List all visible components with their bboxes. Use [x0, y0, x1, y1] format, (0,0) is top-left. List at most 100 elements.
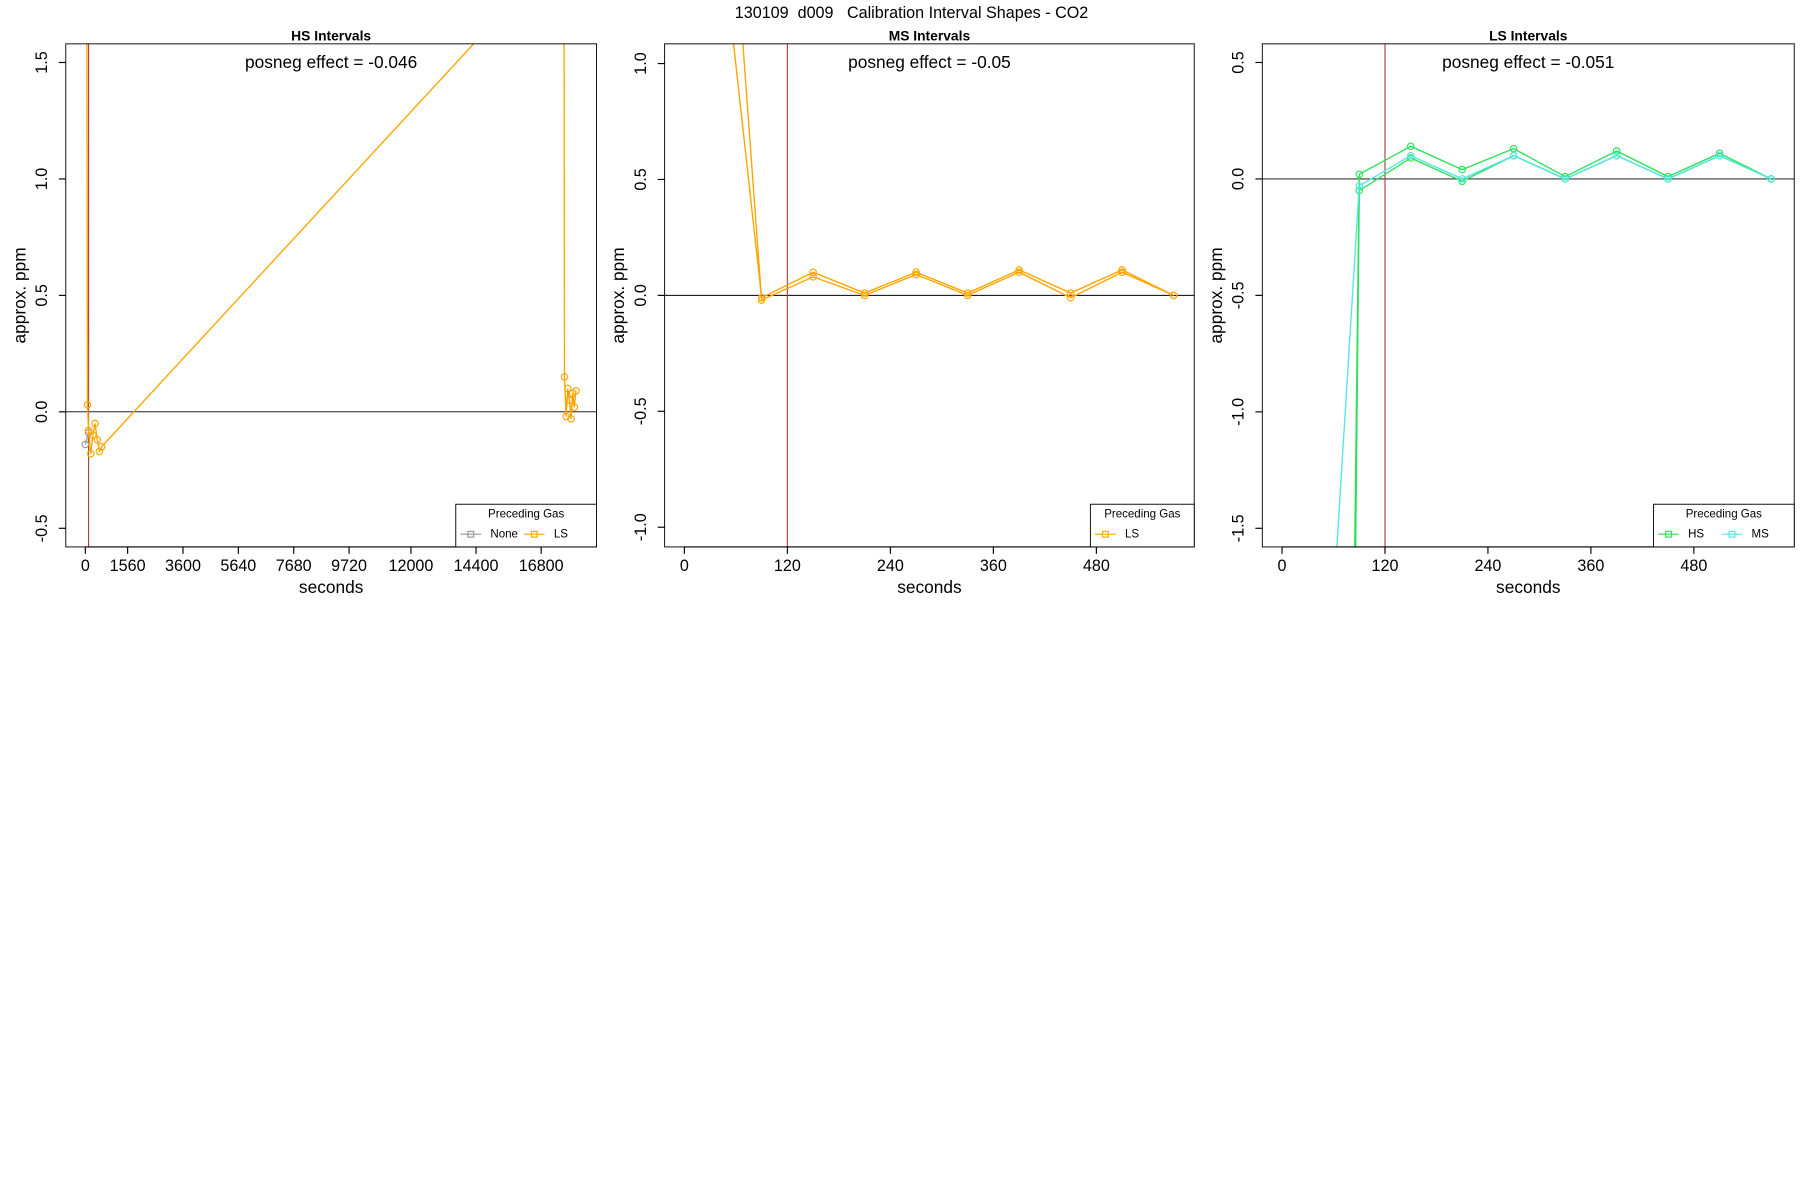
data-point: [809, 268, 817, 277]
legend-label: HS: [1688, 528, 1704, 540]
series-line: [1336, 154, 1772, 547]
data-point: [1347, 874, 1353, 880]
x-tick-label: 120: [1372, 557, 1399, 575]
y-axis-label: approx. ppm: [1206, 247, 1226, 343]
y-tick-label: -0.5: [1229, 281, 1247, 309]
x-tick-label: 0: [680, 557, 689, 575]
x-tick-label: 0: [81, 557, 90, 575]
data-point: [84, 426, 93, 435]
legend-marker: [1101, 530, 1109, 538]
data-point: [83, 401, 92, 409]
annotation: posneg effect = -0.051: [1442, 52, 1614, 72]
x-tick-label: 360: [980, 557, 1007, 575]
data-point: [1458, 165, 1467, 174]
data-point: [1715, 149, 1724, 158]
data-point: [757, 296, 766, 304]
x-tick-label: 16800: [519, 557, 564, 575]
data-point: [86, 449, 95, 458]
x-axis-label: seconds: [897, 577, 962, 597]
data-point: [1066, 289, 1075, 297]
y-axis-label: approx. ppm: [608, 247, 628, 343]
data-point: [81, 440, 90, 449]
data-point: [1612, 151, 1621, 160]
data-point: [1406, 142, 1415, 151]
data-point: [1313, 874, 1319, 880]
legend-title: Preceding Gas: [1686, 509, 1762, 521]
x-tick-label: 0: [1278, 557, 1287, 575]
plot-area: [65, 43, 597, 547]
legend-marker: [1728, 530, 1736, 538]
panel-title: HS Intervals: [291, 28, 371, 44]
data-point: [1561, 172, 1569, 181]
data-point: [565, 396, 574, 405]
legend-label: MS: [1752, 528, 1770, 540]
legend-box: [1089, 503, 1195, 548]
data-point: [1458, 177, 1467, 186]
annotation: posneg effect = -0.046: [245, 52, 417, 72]
data-point: [1664, 172, 1672, 181]
y-axis-label: approx. ppm: [9, 247, 29, 343]
data-point: [860, 291, 869, 300]
data-point: [1118, 268, 1126, 277]
y-tick-label: 0.0: [632, 284, 650, 306]
data-point: [95, 447, 104, 456]
series-line: [86, 43, 577, 454]
x-tick-label: 480: [1680, 557, 1707, 575]
data-point: [91, 419, 99, 428]
legend-title: Preceding Gas: [488, 509, 564, 521]
data-point: [1015, 268, 1023, 277]
data-point: [963, 289, 972, 297]
x-tick-label: 240: [1474, 557, 1501, 575]
plot-frame: [65, 43, 597, 548]
legend-box: [1652, 503, 1795, 548]
x-tick-label: 1560: [110, 557, 146, 575]
x-tick-label: 5640: [220, 557, 256, 575]
y-tick-label: -1.0: [632, 513, 650, 541]
y-tick-label: -0.5: [632, 397, 650, 425]
x-tick-label: 360: [1577, 557, 1604, 575]
data-point: [1406, 151, 1415, 160]
data-point: [912, 268, 920, 277]
y-tick-label: 0.5: [632, 168, 650, 190]
plot-area: [1262, 43, 1795, 880]
x-tick-label: 480: [1083, 557, 1110, 575]
data-point: [1169, 291, 1178, 300]
legend-marker: [1664, 530, 1672, 538]
data-point: [563, 384, 572, 393]
x-tick-label: 120: [774, 557, 801, 575]
y-tick-label: -1.0: [1229, 398, 1247, 426]
data-point: [1066, 293, 1075, 302]
legend-box: [455, 503, 597, 548]
data-point: [1509, 151, 1518, 160]
data-point: [1715, 151, 1724, 160]
figure-title: 130109 d009 Calibration Interval Shapes …: [735, 4, 1089, 22]
legend-marker: [467, 530, 475, 538]
y-tick-label: 1.0: [33, 168, 51, 190]
series-line: [742, 43, 1174, 302]
data-point: [1767, 175, 1775, 183]
x-tick-label: 240: [877, 557, 904, 575]
data-point: [912, 270, 920, 279]
x-tick-label: 14400: [454, 557, 499, 575]
series-line: [1354, 145, 1772, 547]
legend-label: LS: [554, 528, 568, 540]
y-tick-label: 0.0: [33, 401, 51, 423]
series-line: [732, 43, 1174, 299]
x-tick-label: 9720: [331, 557, 367, 575]
data-point: [560, 373, 569, 381]
legend-label: None: [490, 528, 518, 540]
data-point: [1015, 266, 1023, 274]
data-point: [89, 431, 97, 439]
data-point: [1355, 170, 1364, 179]
y-tick-label: 1.0: [632, 52, 650, 74]
panel-title: MS Intervals: [889, 28, 971, 44]
data-point: [93, 435, 102, 444]
data-point: [1561, 175, 1569, 183]
x-tick-label: 3600: [165, 557, 201, 575]
plot-area: [664, 43, 1195, 547]
data-point: [1458, 175, 1467, 183]
y-tick-label: -1.5: [1229, 514, 1247, 542]
series-line: [84, 432, 90, 445]
x-axis-label: seconds: [1496, 577, 1561, 597]
